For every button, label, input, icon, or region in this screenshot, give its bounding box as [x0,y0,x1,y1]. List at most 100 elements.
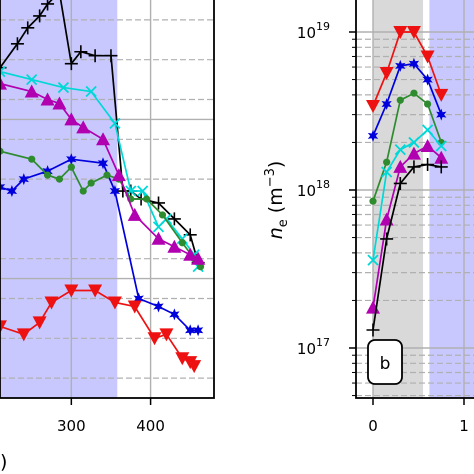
right-data-point [393,176,407,190]
right-data-point [383,158,391,166]
left-data-point [107,296,122,310]
right-data-point [381,98,392,110]
left-series-layer [0,0,206,374]
left-data-point [103,171,111,179]
left-data-point [127,300,142,314]
right-data-point [366,323,380,337]
y-tick-label: 1017 [297,336,330,358]
right-shaded-region-blue [429,0,474,398]
left-data-point [159,328,174,342]
left-data-point [196,263,205,271]
right-data-point [393,159,408,173]
right-data-point [408,136,420,149]
right-series-x [367,124,447,266]
left-data-point [143,195,151,203]
right-y-ticks: 1017 1018 1019 [297,20,356,397]
left-plot-area [0,0,214,398]
right-data-point [395,59,406,72]
left-data-point [111,168,126,182]
right-series-triangle-down [366,26,449,114]
right-series-star [367,57,447,142]
left-data-point [44,296,59,310]
left-data-point [64,112,79,126]
left-data-point [42,165,53,178]
left-data-point [127,207,142,221]
left-data-point [178,239,186,247]
right-data-point [434,150,449,164]
left-data-point [28,155,36,163]
right-data-point [394,144,406,156]
left-data-point [79,187,87,195]
left-data-point [151,231,166,245]
left-data-point [88,284,103,298]
left-series-triangle-up [0,76,206,265]
left-data-point [0,76,7,90]
left-data-point [26,73,38,86]
y-tick-label: 1018 [297,178,330,200]
x-tick-label: 300 [57,417,86,435]
left-data-point [40,92,55,106]
left-data-point [24,84,39,98]
x-tick-label: 1 [459,417,469,435]
right-data-point [406,146,421,160]
right-data-point [435,140,447,152]
right-data-point [393,26,408,39]
left-data-point [167,239,182,253]
x-tick-label: 400 [136,417,165,435]
right-data-point [408,57,420,70]
left-data-point [32,316,47,330]
left-data-point [6,185,18,197]
right-data-point [381,166,393,178]
left-data-point [41,0,55,11]
left-data-point [64,284,79,298]
right-y-axis-label: ne (m−3) [263,161,291,240]
left-data-point [97,157,109,170]
left-series-triangle-down [0,284,202,374]
left-data-point [66,153,77,166]
right-data-point [367,129,379,142]
left-data-point [133,292,144,305]
panel-label-box: b [367,339,403,385]
right-data-point [424,100,432,108]
left-data-point [43,171,52,179]
left-data-point [104,49,118,63]
right-series-triangle-up [366,138,449,314]
left-data-point [52,96,67,110]
left-panel: 300 400 ) [0,0,215,473]
right-data-point [420,138,435,152]
right-data-point [396,96,404,104]
left-data-point [169,308,180,321]
right-data-point [434,88,449,102]
left-data-point [158,211,167,219]
left-data-point [193,324,204,337]
y-tick-label: 1019 [297,20,330,42]
left-data-point [64,57,78,71]
left-data-point [87,179,95,187]
left-data-point [0,66,6,78]
left-data-point [137,185,149,197]
left-data-point [55,175,64,183]
left-x-ticks: 300 400 [57,398,165,435]
left-data-point [16,328,31,342]
right-plot-area: b [356,0,474,398]
left-data-point [175,352,190,366]
right-data-point [380,232,394,246]
right-data-point [379,67,394,81]
right-series-plus [366,158,448,337]
right-data-point [421,124,434,136]
right-data-point [434,160,448,174]
right-axes-frame [355,0,474,399]
right-series-line [372,31,443,107]
right-data-point [420,50,435,64]
right-data-point [410,89,418,97]
left-data-point [96,132,111,146]
right-data-point [421,158,435,172]
panel-label: b [380,354,391,374]
right-data-point [422,73,433,86]
left-data-point [88,49,102,63]
right-series-layer [366,26,449,337]
right-data-point [407,160,421,174]
right-data-point [366,100,380,114]
left-data-point [167,212,181,226]
left-data-point [76,120,91,134]
